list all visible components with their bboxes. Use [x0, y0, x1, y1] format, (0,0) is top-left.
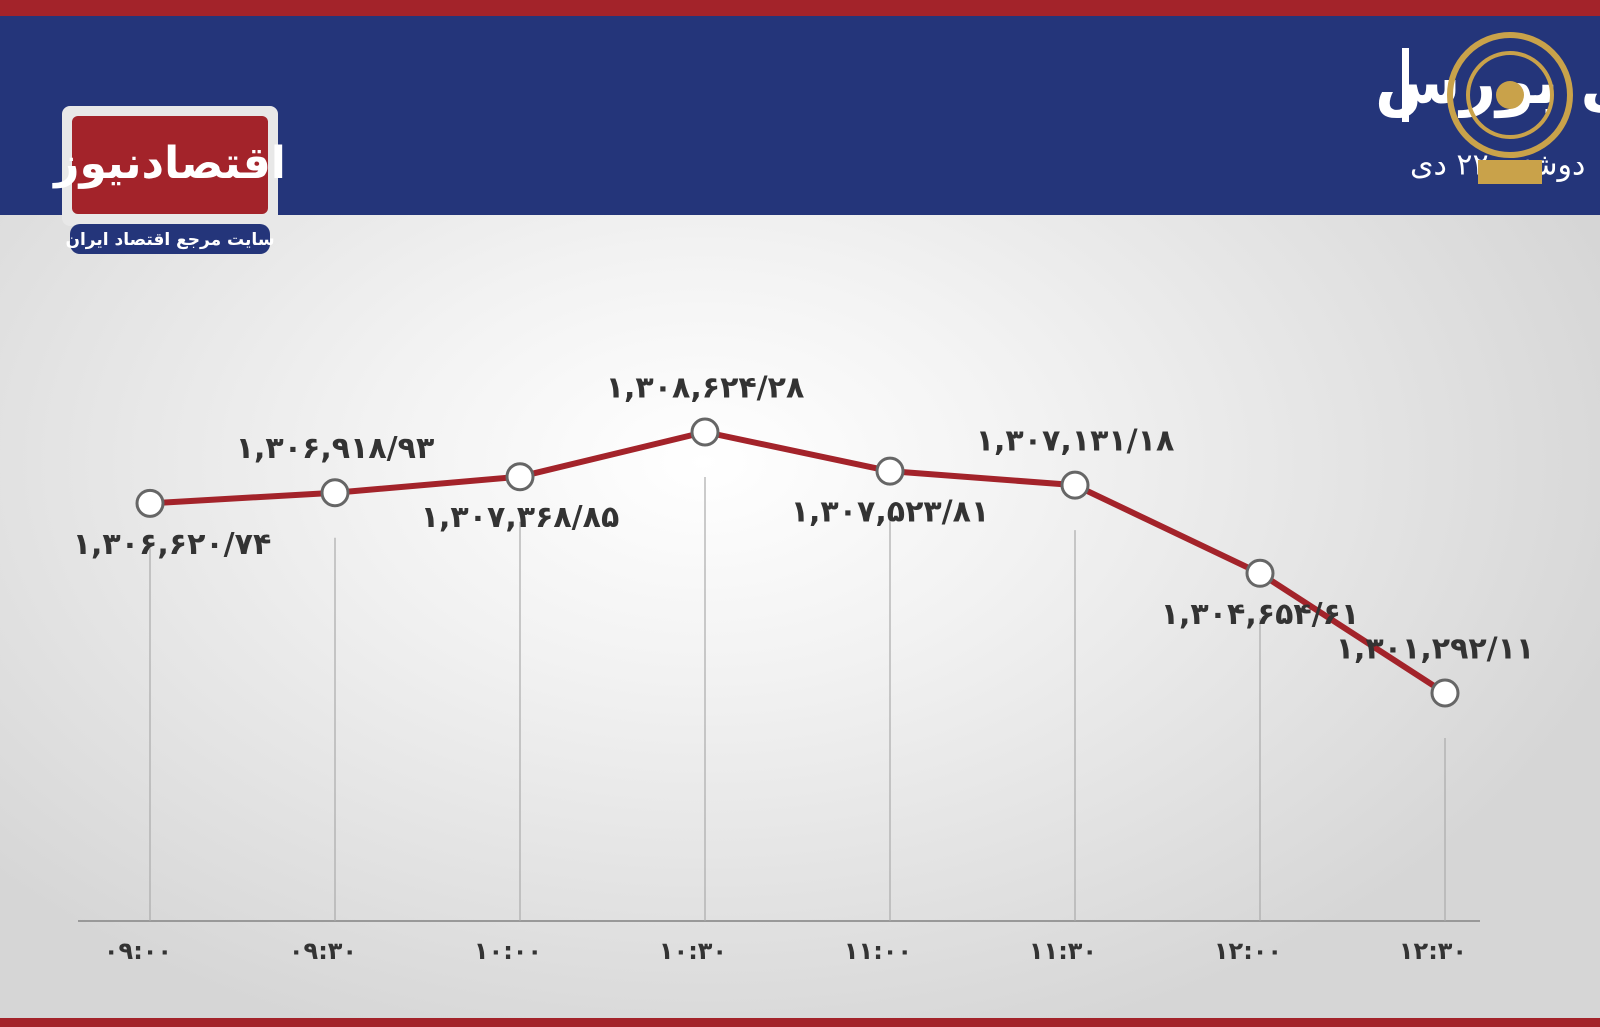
- point: [1430, 678, 1460, 708]
- value-label: ۱,۳۰۶,۶۲۰/۷۴: [73, 527, 272, 562]
- x-tick-label: ۱۰:۰۰: [474, 937, 542, 965]
- value-label: ۱,۳۰۷,۳۶۸/۸۵: [421, 500, 620, 535]
- point: [875, 456, 905, 486]
- logo-text: اقتصادنیوز: [52, 138, 286, 189]
- point: [690, 417, 720, 447]
- value-label: ۱,۳۰۴,۶۵۴/۶۱: [1161, 597, 1360, 632]
- x-tick-label: ۱۰:۳۰: [659, 937, 727, 965]
- title-bar: [1402, 48, 1409, 122]
- x-tick-label: ۰۹:۰۰: [104, 937, 172, 965]
- value-label: ۱,۳۰۱,۲۹۲/۱۱: [1336, 632, 1535, 667]
- point: [135, 488, 165, 518]
- bottom-stripe: [0, 1018, 1600, 1027]
- exchange-emblem: [1447, 32, 1573, 184]
- point: [320, 478, 350, 508]
- value-label: ۱,۳۰۷,۱۳۱/۱۸: [976, 424, 1175, 459]
- x-tick-label: ۱۱:۳۰: [1029, 937, 1097, 965]
- value-label: ۱,۳۰۷,۵۲۳/۸۱: [791, 495, 990, 530]
- value-label: ۱,۳۰۸,۶۲۴/۲۸: [606, 371, 805, 406]
- x-tick-label: ۱۲:۰۰: [1214, 937, 1282, 965]
- x-tick-label: ۱۱:۰۰: [844, 937, 912, 965]
- x-tick-label: ۱۲:۳۰: [1399, 937, 1467, 965]
- top-stripe: [0, 0, 1600, 16]
- tagline: سایت مرجع اقتصاد ایران: [65, 230, 274, 250]
- point: [1245, 558, 1275, 588]
- line: [149, 429, 1447, 696]
- point: [505, 462, 535, 492]
- logo: اقتصادنیوز سایت مرجع اقتصاد ایران: [52, 106, 286, 254]
- value-label: ۱,۳۰۶,۹۱۸/۹۳: [236, 431, 435, 466]
- x-tick-label: ۰۹:۳۰: [289, 937, 357, 965]
- point: [1060, 470, 1090, 500]
